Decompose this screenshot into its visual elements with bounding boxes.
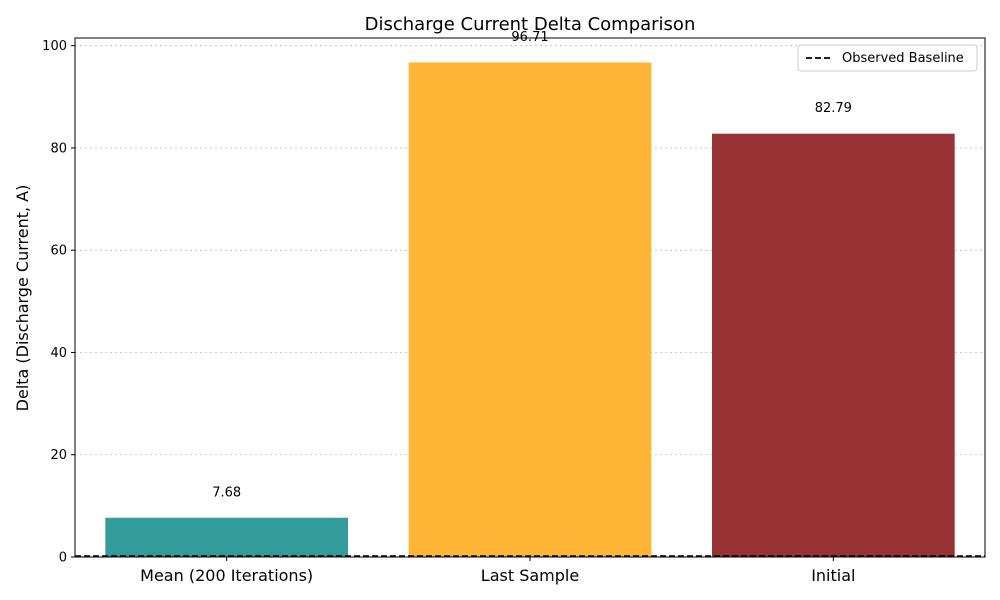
y-tick-label: 40: [50, 346, 67, 361]
y-tick-label: 60: [50, 244, 67, 259]
bars: [105, 62, 955, 558]
x-tick-label: Last Sample: [481, 566, 579, 585]
bar-2: [712, 133, 955, 557]
legend-entry-observed-baseline: Observed Baseline: [842, 51, 964, 66]
bar-1: [408, 62, 652, 558]
y-axis-ticks: 0 20 40 60 80 100: [42, 39, 75, 566]
chart-title: Discharge Current Delta Comparison: [365, 14, 696, 35]
x-tick-label: Initial: [811, 566, 855, 585]
legend-box: [797, 44, 978, 72]
y-tick-label: 20: [50, 448, 67, 463]
x-axis-ticks: Mean (200 Iterations) Last Sample Initial: [140, 557, 855, 585]
y-tick-label: 80: [50, 141, 67, 156]
y-tick-label: 100: [42, 39, 67, 54]
x-tick-label: Mean (200 Iterations): [140, 566, 313, 585]
legend: Observed Baseline: [797, 44, 978, 72]
data-label: 82.79: [815, 101, 852, 116]
y-tick-label: 0: [59, 551, 67, 566]
y-axis-label: Delta (Discharge Current, A): [13, 185, 32, 412]
data-label: 7.68: [212, 485, 241, 500]
bar-0: [105, 517, 348, 557]
